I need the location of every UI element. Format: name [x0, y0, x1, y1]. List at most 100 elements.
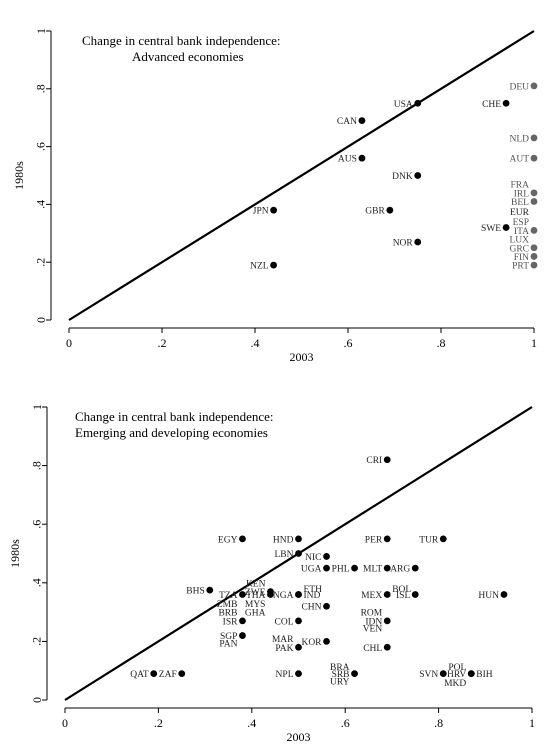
y-tick-label: .6: [34, 142, 48, 151]
data-point-swe: [502, 224, 510, 231]
point-label-jpn: JPN: [253, 207, 269, 217]
point-label-nga: NGA: [273, 591, 294, 601]
chart-title: Change in central bank independence: Emer…: [75, 409, 274, 440]
point-label-chn: CHN: [301, 603, 321, 613]
point-label-aus: AUS: [338, 155, 357, 165]
data-point-aus: [358, 154, 366, 162]
point-label-tza: TZA: [219, 591, 238, 601]
data-point-col: [295, 617, 302, 625]
data-point-isr: [239, 617, 246, 625]
point-label-npl: NPL: [276, 670, 294, 680]
point-label-hnd: HND: [273, 535, 294, 545]
point-label-pol: POL: [448, 663, 466, 673]
point-label-bra: BRA: [330, 663, 350, 673]
point-label-idn: IDN: [365, 617, 382, 627]
point-label-col: COL: [275, 617, 294, 627]
data-point-lbn: [295, 550, 302, 557]
point-label-pak: PAK: [275, 644, 293, 654]
point-label-lux: LUX: [509, 236, 529, 246]
data-point-chl: [383, 643, 391, 651]
data-point-tza: [239, 591, 246, 598]
y-tick-label: .2: [30, 637, 44, 646]
point-label-hun: HUN: [478, 591, 499, 601]
point-label-srb: SRB: [332, 670, 350, 680]
point-label-arg: ARG: [390, 565, 410, 575]
point-label-per: PER: [365, 535, 383, 545]
x-tick-label: .6: [341, 716, 350, 730]
data-point-prt: [530, 261, 538, 269]
y-tick-label: 0: [30, 697, 44, 703]
point-label-prt: PRT: [512, 262, 529, 272]
point-label-nzl: NZL: [250, 262, 269, 272]
point-label-bhs: BHS: [186, 587, 204, 597]
y-tick-label: .8: [34, 84, 48, 93]
data-point-usa: [414, 99, 422, 107]
y-axis-title: 1980s: [12, 161, 26, 190]
data-point-nic: [323, 553, 330, 560]
point-label-mar: MAR: [272, 635, 294, 645]
data-point-qat: [150, 670, 158, 678]
data-point-fin: [530, 253, 538, 260]
data-point-che: [502, 99, 510, 107]
chart-title-line: Emerging and developing economies: [75, 425, 268, 440]
data-point-nzl: [270, 261, 277, 269]
chart-title-line: Advanced economies: [132, 49, 244, 64]
point-label-egy: EGY: [218, 535, 238, 545]
data-point-nld: [530, 134, 538, 142]
data-point-deu: [530, 82, 538, 90]
point-label-zaf: ZAF: [159, 670, 177, 680]
point-label-che: CHE: [482, 100, 501, 110]
x-axis-title: 2003: [287, 730, 311, 744]
data-point-tha: [267, 591, 274, 598]
point-label-gha: GHA: [245, 609, 266, 619]
point-label-fin: FIN: [514, 253, 529, 263]
x-tick-label: .2: [158, 336, 167, 350]
data-point-ind: [295, 591, 302, 598]
data-point-mex: [383, 591, 391, 598]
data-point-zaf: [178, 670, 186, 678]
y-tick-label: .4: [34, 200, 48, 209]
point-label-isr: ISR: [223, 617, 238, 627]
point-label-mys: MYS: [245, 600, 266, 610]
data-point-hun: [500, 591, 508, 598]
data-point-bih: [467, 670, 475, 678]
chart-title-line: Change in central bank independence:: [82, 33, 281, 48]
point-label-zmb: ZMB: [217, 600, 238, 610]
data-point-cri: [383, 456, 391, 464]
data-point-uga: [323, 564, 330, 572]
x-tick-label: 1: [531, 336, 537, 350]
point-label-uga: UGA: [301, 565, 322, 575]
point-label-ita: ITA: [514, 227, 529, 237]
data-point-npl: [295, 670, 302, 678]
point-label-tur: TUR: [419, 535, 439, 545]
data-point-isl: [411, 591, 419, 598]
point-label-swe: SWE: [481, 224, 501, 234]
y-tick-label: .6: [30, 520, 44, 529]
data-point-mlt: [383, 564, 391, 572]
point-label-rom: ROM: [361, 609, 383, 619]
point-label-lbn: LBN: [275, 550, 294, 560]
point-label-ken: KEN: [246, 579, 266, 589]
data-point-kor: [323, 638, 330, 645]
point-label-bih: BIH: [476, 670, 493, 680]
point-label-chl: CHL: [363, 644, 382, 654]
point-label-phl: PHL: [332, 565, 350, 575]
point-label-fra: FRA: [511, 181, 530, 191]
data-point-arg: [411, 564, 419, 572]
x-tick-label: .4: [247, 716, 256, 730]
data-point-egy: [239, 535, 246, 543]
point-label-dnk: DNK: [392, 172, 413, 182]
point-label-mlt: MLT: [363, 565, 382, 575]
point-label-usa: USA: [394, 100, 413, 110]
data-point-hnd: [295, 535, 302, 543]
point-label-mkd: MKD: [444, 679, 466, 689]
point-label-pan: PAN: [219, 639, 237, 649]
data-point-sgp: [239, 632, 246, 639]
point-label-aut: AUT: [509, 155, 529, 165]
x-tick-label: 0: [66, 336, 72, 350]
data-point-irl: [530, 189, 538, 197]
y-tick-label: .8: [30, 461, 44, 470]
data-point-chn: [323, 602, 330, 610]
chart-panel-advanced-economies: 0 .2 .4 .6 .8 1 0 .2 .4 .6 .8 1 2003 1980s Change in c…: [12, 28, 538, 364]
